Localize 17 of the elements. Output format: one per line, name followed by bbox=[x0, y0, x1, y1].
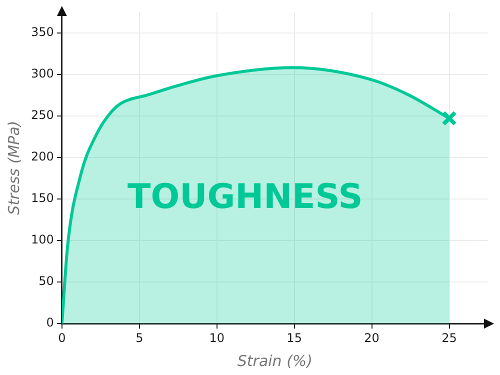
y-tick-label: 350 bbox=[31, 24, 54, 39]
x-tick-label: 0 bbox=[58, 330, 66, 345]
x-tick-label: 25 bbox=[442, 330, 457, 345]
y-tick-label: 0 bbox=[46, 316, 54, 330]
y-axis-title: Stress (MPa) bbox=[4, 120, 23, 215]
y-tick-label: 100 bbox=[31, 232, 54, 247]
x-tick-label: 20 bbox=[364, 330, 380, 345]
y-tick-label: 200 bbox=[31, 150, 54, 164]
y-tick-label: 50 bbox=[38, 274, 54, 288]
x-tick-label: 5 bbox=[136, 330, 144, 345]
x-tick-label: 15 bbox=[286, 330, 302, 345]
y-tick-label: 300 bbox=[31, 66, 54, 80]
y-tick-label: 150 bbox=[31, 191, 54, 206]
annotation: TOUGHNESS bbox=[128, 176, 363, 217]
x-axis-title: Strain (%) bbox=[237, 352, 313, 370]
y-tick-label: 250 bbox=[31, 108, 54, 122]
x-tick-label: 10 bbox=[209, 330, 224, 345]
